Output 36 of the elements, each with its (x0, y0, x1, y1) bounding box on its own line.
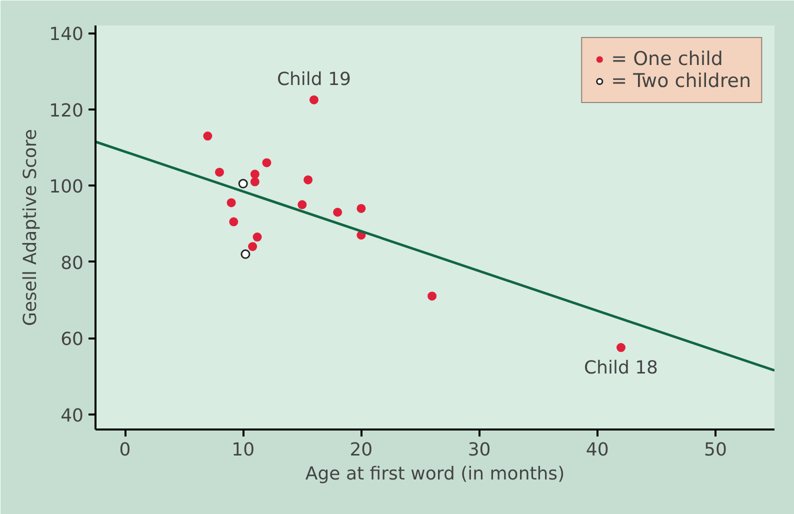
point (298, 200, 307, 210)
y-tick-label: 100 (49, 176, 84, 198)
point (428, 292, 437, 301)
point (250, 177, 260, 186)
point (248, 242, 258, 252)
point (229, 217, 238, 226)
point (240, 249, 250, 259)
x-tick-label: 10 (232, 440, 255, 460)
point (304, 175, 313, 184)
y-tick-label: 120 (49, 100, 84, 122)
point (616, 343, 626, 352)
x-tick-label: 0 (119, 440, 131, 460)
legend-label: = Two children (611, 70, 751, 92)
point (252, 232, 262, 242)
y-tick-label: 40 (60, 405, 84, 426)
legend-label: = One child (611, 48, 723, 70)
point (238, 178, 248, 188)
point (309, 95, 318, 104)
y-tick-label: 80 (60, 252, 84, 274)
point (250, 170, 260, 179)
x-axis-title: Age at first word (in months) (305, 464, 565, 484)
annotation: Child 19 (276, 68, 351, 90)
point (203, 132, 212, 141)
annotation: Child 18 (584, 358, 658, 379)
y-tick-label: 140 (49, 24, 84, 46)
point (214, 168, 224, 177)
point (333, 208, 342, 217)
x-tick-label: 50 (704, 440, 727, 460)
point (262, 158, 272, 168)
x-tick-label: 30 (468, 440, 491, 460)
x-tick-label: 20 (350, 440, 373, 460)
point (356, 204, 366, 213)
x-tick-label: 40 (586, 440, 609, 460)
y-axis-title: Gesell Adaptive Score (20, 129, 42, 326)
point (226, 198, 236, 208)
y-tick-label: 60 (60, 329, 84, 350)
